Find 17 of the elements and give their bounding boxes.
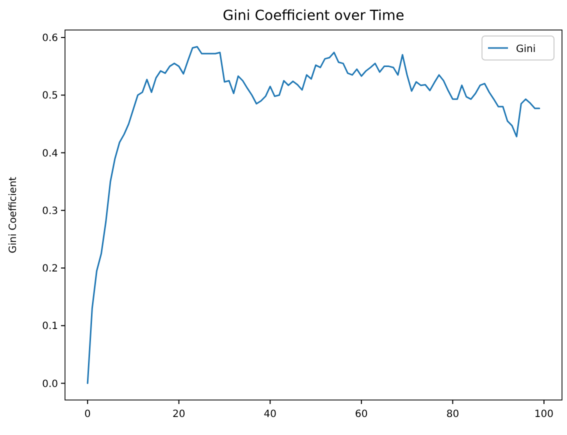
x-tick-label: 80 [446,409,460,420]
y-tick-label: 0.4 [42,148,58,160]
x-tick-label: 40 [264,409,277,420]
y-tick-label: 0.6 [42,32,58,44]
chart-title: Gini Coefficient over Time [222,8,404,24]
x-tick-label: 20 [172,409,186,420]
y-axis-title: Gini Coefficient [8,176,19,254]
y-tick-label: 0.0 [42,378,58,390]
y-tick-label: 0.2 [42,264,58,275]
y-tick-label: 0.3 [42,206,58,217]
legend-label: Gini [516,44,536,55]
x-tick-label: 100 [534,409,554,420]
y-tick-label: 0.1 [42,321,58,332]
line-series [86,46,540,384]
x-tick-label: 60 [355,409,368,420]
y-tick-label: 0.5 [42,90,58,102]
x-tick-label: 0 [84,409,91,420]
